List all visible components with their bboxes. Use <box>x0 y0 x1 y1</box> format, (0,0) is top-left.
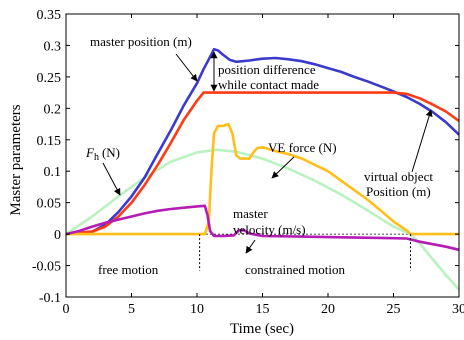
master-position-arrow <box>175 53 198 82</box>
virtual-object-label-line1: virtual object <box>364 169 433 184</box>
master-position-label: master position (m) <box>90 34 192 49</box>
x-tick-label: 25 <box>387 302 401 317</box>
fh-label: Fh (N) <box>85 145 120 163</box>
x-tick-label: 15 <box>256 302 270 317</box>
fh-arrow <box>102 162 121 196</box>
series-line-virtual-object-position <box>65 91 460 236</box>
y-tick-label: 0.2 <box>44 102 62 117</box>
ve-force-arrow <box>271 156 295 179</box>
constrained-motion-label: constrained motion <box>245 262 346 277</box>
plot-frame <box>65 13 460 298</box>
virtual-object-arrow <box>411 109 433 173</box>
y-tick-label: 0.25 <box>37 71 62 86</box>
fh-unit: (N) <box>102 145 120 160</box>
ticks-group: 0 5 10 15 20 25 30 -0.1 -0.05 0 0.05 0.1 0.15 0.2 0.25… <box>32 8 464 317</box>
x-tick-label: 30 <box>452 302 464 317</box>
y-tick-label: -0.05 <box>32 260 61 275</box>
y-tick-label: 0.1 <box>44 165 62 180</box>
y-axis-title: Master parameters <box>8 104 24 215</box>
series-line-master-velocity <box>65 204 460 252</box>
y-tick-label: 0.35 <box>37 8 62 23</box>
master-velocity-label-line2: velocity (m/s) <box>233 222 306 237</box>
ve-force-label: VE force (N) <box>268 140 337 155</box>
y-tick-label: 0.3 <box>44 39 62 54</box>
free-motion-label: free motion <box>98 262 159 277</box>
x-tick-label: 10 <box>190 302 204 317</box>
y-tick-label: -0.1 <box>39 291 61 306</box>
y-tick-label: 0 <box>54 228 61 243</box>
position-difference-label-line2: while contact made <box>218 77 319 92</box>
y-tick-label: 0.15 <box>37 134 62 149</box>
series-line-master-position <box>65 47 460 236</box>
fh-symbol: F <box>85 145 95 160</box>
y-tick-label: 0.05 <box>37 197 62 212</box>
master-velocity-label-line1: master <box>233 206 268 221</box>
x-tick-label: 5 <box>128 302 135 317</box>
x-tick-label: 0 <box>63 302 70 317</box>
virtual-object-label-line2: Position (m) <box>366 184 431 199</box>
x-tick-label: 20 <box>321 302 335 317</box>
master-velocity-arrow <box>245 239 256 254</box>
fh-subscript: h <box>94 152 99 163</box>
position-difference-label-line1: position difference <box>218 62 316 77</box>
x-axis-title: Time (sec) <box>230 321 294 337</box>
series-line-ve-force <box>66 122 459 236</box>
series-group <box>65 47 460 291</box>
